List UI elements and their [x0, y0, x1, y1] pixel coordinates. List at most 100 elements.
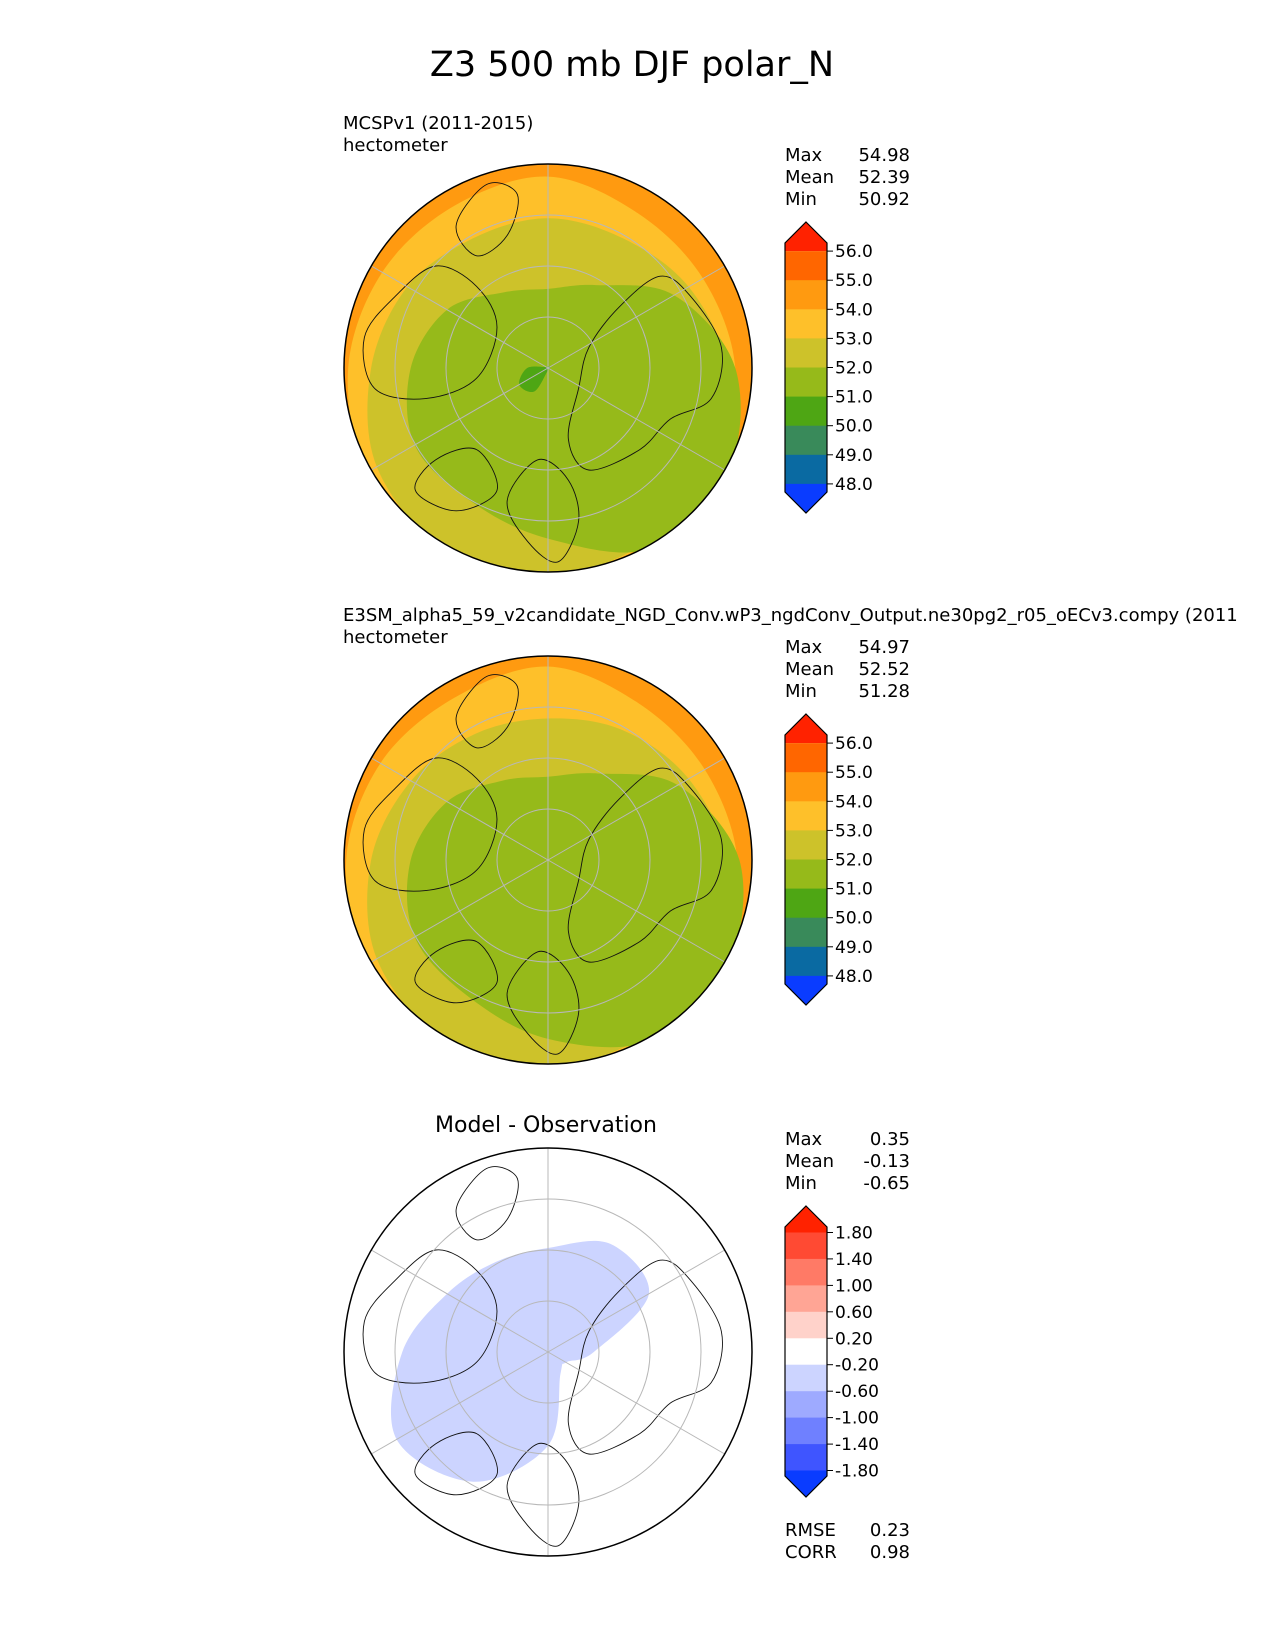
colorbar-swatch	[785, 483, 827, 513]
stat-max-label: Max	[785, 145, 823, 166]
colorbar-swatch	[785, 917, 827, 948]
meridian-line	[371, 367, 549, 471]
stats-block: Max 54.97 Mean 52.52 Min 51.28	[785, 637, 910, 702]
colorbar-tick-label: 0.60	[835, 1303, 873, 1323]
coastline	[362, 1166, 723, 1547]
stat-max-value: 54.98	[858, 145, 910, 166]
colorbar-tick-label: 55.0	[835, 271, 873, 291]
coastline-segment	[567, 1259, 723, 1455]
colorbar-swatch	[785, 1417, 827, 1445]
rmse-label: RMSE	[785, 1520, 836, 1541]
colorbar-tick-label: 1.40	[835, 1250, 873, 1270]
colorbar-outline	[784, 1205, 828, 1498]
metrics-block: RMSE 0.23 CORR 0.98	[785, 1520, 910, 1563]
coastline-segment	[362, 757, 498, 892]
meridian-line	[371, 1351, 549, 1455]
colorbar-tick-label: 53.0	[835, 329, 873, 349]
colorbar-swatch	[785, 222, 827, 252]
meridian-line	[371, 265, 549, 369]
stat-min-value: 51.28	[858, 681, 910, 702]
colorbar-tick-label: -1.00	[835, 1409, 879, 1429]
coastline-segment	[455, 674, 519, 749]
stat-max-value: 0.35	[870, 1129, 910, 1150]
graticule	[371, 164, 725, 572]
colorbar: 56.0 55.0 54.0 53.0 52.0 51.0 50.0 49.0 48.0	[784, 221, 873, 514]
colorbar-tick-label: 49.0	[835, 446, 873, 466]
colorbar-tick-label: 50.0	[835, 909, 873, 929]
meridian-line	[547, 859, 725, 963]
colorbar-tick-label: -1.40	[835, 1435, 879, 1455]
colorbar-swatch	[785, 1311, 827, 1339]
colorbar-tick-label: -0.20	[835, 1356, 879, 1376]
panel-test-units: hectometer	[343, 135, 448, 156]
colorbar-swatch	[785, 396, 827, 427]
panel-reference-units: hectometer	[343, 627, 448, 648]
colorbar-tick-label: 51.0	[835, 388, 873, 408]
map-boundary	[343, 163, 753, 573]
colorbar-tick-label: 52.0	[835, 851, 873, 871]
panel-reference: E3SM_alpha5_59_v2candidate_NGD_Conv.wP3_…	[343, 605, 1238, 1065]
coastline	[362, 182, 723, 563]
colorbar-swatch	[785, 1206, 827, 1233]
coastline-segment	[362, 265, 498, 400]
stat-mean-value: 52.39	[858, 167, 910, 188]
stat-mean-label: Mean	[785, 1151, 834, 1172]
colorbar-swatch	[785, 1232, 827, 1260]
colorbar-tick-label: 48.0	[835, 967, 873, 987]
meridian-line	[547, 757, 725, 861]
colorbar-tick-label: 51.0	[835, 880, 873, 900]
coastline-segment	[567, 275, 723, 471]
contour-band	[406, 773, 744, 1048]
stat-max-label: Max	[785, 637, 823, 658]
stat-min-label: Min	[785, 681, 817, 702]
colorbar-tick-label: 53.0	[835, 821, 873, 841]
rmse-value: 0.23	[870, 1520, 910, 1541]
colorbar-swatch	[785, 367, 827, 397]
colorbar-tick-label: 55.0	[835, 763, 873, 783]
colorbar: 56.0 55.0 54.0 53.0 52.0 51.0 50.0 49.0 48.0	[784, 713, 873, 1006]
stat-min-value: 50.92	[858, 189, 910, 210]
panel-reference-subtitle: E3SM_alpha5_59_v2candidate_NGD_Conv.wP3_…	[343, 605, 1238, 626]
meridian-line	[371, 859, 549, 963]
coastline-segment	[506, 458, 580, 563]
stat-min-label: Min	[785, 1173, 817, 1194]
colorbar-swatch	[785, 772, 827, 802]
colorbar-swatch	[785, 1258, 827, 1286]
colorbar-swatch	[785, 1285, 827, 1313]
colorbar-tick-label: 56.0	[835, 734, 873, 754]
colorbar-swatch	[785, 280, 827, 310]
coastline-segment	[455, 1166, 519, 1241]
coastline-segment	[414, 939, 498, 1004]
stat-max-value: 54.97	[858, 637, 910, 658]
meridian-line	[547, 265, 725, 369]
graticule	[371, 1148, 725, 1556]
colorbar-swatch	[785, 946, 827, 977]
colorbar-tick-label: -1.80	[835, 1462, 879, 1482]
colorbar-tick-label: 48.0	[835, 475, 873, 495]
colorbar-swatch	[785, 888, 827, 919]
map-boundary	[343, 1147, 753, 1557]
colorbar-tick-label: 0.20	[835, 1329, 873, 1349]
stat-mean-value: -0.13	[863, 1151, 910, 1172]
colorbar-swatch	[785, 714, 827, 744]
coastline-segment	[506, 1442, 580, 1547]
colorbar-outline	[784, 713, 828, 1006]
colorbar-swatch	[785, 1391, 827, 1419]
colorbar-swatch	[785, 830, 827, 860]
coastline-segment	[362, 1249, 498, 1384]
colorbar-swatch	[785, 425, 827, 456]
panel-difference-map	[344, 1148, 752, 1556]
colorbar-tick-label: 1.00	[835, 1276, 873, 1296]
colorbar-swatch	[785, 338, 827, 368]
colorbar-tick-label: 49.0	[835, 938, 873, 958]
colorbar-swatch	[785, 1364, 827, 1392]
meridian-line	[371, 1249, 549, 1353]
stat-min-label: Min	[785, 189, 817, 210]
coastline	[362, 674, 723, 1055]
contour-band	[406, 284, 741, 553]
colorbar-tick-label: 1.80	[835, 1224, 873, 1244]
stat-max-label: Max	[785, 1129, 823, 1150]
colorbar-tick-label: 56.0	[835, 242, 873, 262]
map-boundary	[343, 655, 753, 1065]
